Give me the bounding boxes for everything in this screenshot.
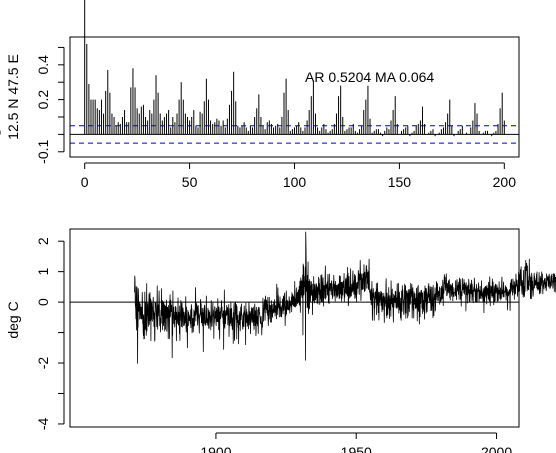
acf-y-tick-label: 0.2 <box>35 90 51 110</box>
acf-panel: 0 50 100 150 200 -0.1 0.2 0.4 AR 0.5204 MA 0.0… <box>0 0 520 190</box>
temperature-panel: 1900 1950 2000 -4 -2 0 1 2 deg C <box>5 228 556 453</box>
acf-x-tick-label: 50 <box>182 174 198 190</box>
temperature-y-tick-label: -2 <box>35 357 51 370</box>
temperature-y-tick-label: 1 <box>35 268 51 276</box>
acf-annotation: AR 0.5204 MA 0.064 <box>305 69 434 85</box>
temperature-y-axis: -4 -2 0 1 2 <box>35 237 65 431</box>
temperature-x-axis: 1900 1950 2000 <box>200 432 512 453</box>
temperature-x-tick-label: 2000 <box>481 444 512 453</box>
acf-y-axis: -0.1 0.2 0.4 <box>35 46 65 164</box>
acf-x-tick-label: 200 <box>493 174 517 190</box>
acf-y-axis-label: 12.5 N 47.5 E <box>5 54 21 140</box>
acf-y-tick-label: -0.1 <box>35 140 51 164</box>
acf-x-tick-label: 0 <box>81 174 89 190</box>
acf-x-tick-label: 100 <box>283 174 307 190</box>
temperature-y-axis-label: deg C <box>5 301 21 338</box>
acf-x-axis: 0 50 100 150 200 <box>81 162 517 190</box>
temperature-plot-frame <box>69 228 520 428</box>
temperature-y-tick-label: -4 <box>35 418 51 431</box>
temperature-y-tick-label: 0 <box>35 298 51 306</box>
acf-x-tick-label: 150 <box>388 174 412 190</box>
acf-plot-frame <box>69 36 520 158</box>
temperature-x-tick-label: 1900 <box>200 444 231 453</box>
temperature-x-tick-label: 1950 <box>341 444 372 453</box>
temperature-y-tick-label: 2 <box>35 237 51 245</box>
temperature-series-line <box>134 231 556 364</box>
acf-y-tick-label: 0.4 <box>35 55 51 75</box>
